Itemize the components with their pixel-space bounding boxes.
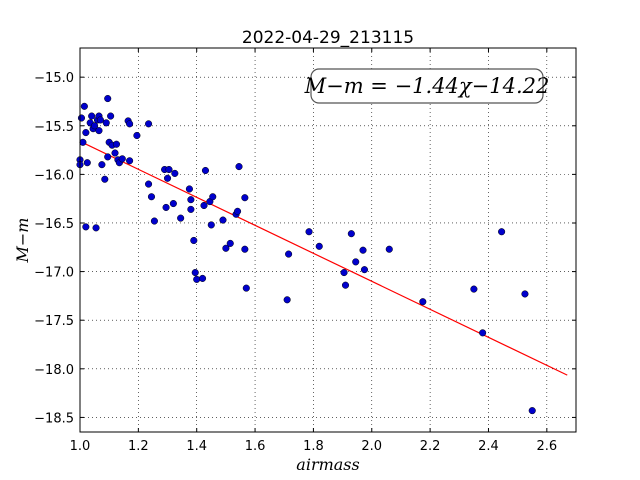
data-point — [187, 196, 195, 204]
fit-equation: M−m = −1.44χ−14.22 — [304, 74, 550, 98]
x-tick-label: 1.0 — [70, 439, 91, 454]
data-point — [169, 199, 177, 208]
y-tick-label: −18.0 — [34, 363, 74, 378]
data-point — [360, 266, 369, 274]
data-point — [340, 269, 348, 277]
data-point — [521, 290, 529, 298]
data-point — [190, 236, 198, 245]
data-point — [83, 159, 91, 167]
data-point — [150, 217, 158, 225]
y-tick-labels: −15.0 −15.5 −16.0 −16.5 −17.0 −17.5 −18.0 −18.5 — [34, 71, 74, 426]
x-tick-label: 1.2 — [128, 439, 149, 454]
data-point — [91, 122, 99, 130]
data-point — [528, 407, 536, 415]
data-point — [283, 296, 291, 304]
y-tick-label: −17.5 — [34, 314, 74, 329]
data-point — [111, 149, 119, 157]
x-tick-label: 2.0 — [361, 439, 382, 454]
data-point — [347, 230, 355, 238]
x-tick-label: 1.6 — [245, 439, 266, 454]
data-point — [82, 129, 90, 137]
data-point — [104, 153, 112, 161]
data-point — [102, 119, 110, 127]
data-point — [219, 216, 227, 224]
data-point — [385, 245, 393, 253]
y-tick-label: −16.5 — [34, 217, 74, 232]
data-point — [126, 157, 134, 165]
fit-line-group — [79, 140, 568, 376]
data-point — [359, 246, 367, 254]
fit-line — [79, 140, 568, 376]
chart-title: 2022-04-29_213115 — [242, 28, 414, 48]
data-point — [133, 131, 141, 140]
y-tick-label: −15.5 — [34, 120, 74, 135]
data-point — [479, 329, 487, 337]
y-tick-label: −16.0 — [34, 168, 74, 183]
data-point — [498, 228, 506, 236]
data-point — [222, 244, 230, 252]
data-point — [147, 193, 156, 201]
data-point — [163, 174, 172, 182]
data-point — [419, 298, 427, 306]
x-axis-label: airmass — [296, 455, 359, 474]
data-point — [77, 114, 86, 122]
data-point — [235, 163, 243, 171]
data-point — [96, 116, 104, 124]
fit-annotation: M−m = −1.44χ−14.22 — [304, 68, 550, 104]
data-point — [162, 203, 170, 211]
data-point — [88, 112, 96, 120]
data-point — [80, 102, 88, 110]
data-point — [242, 284, 250, 292]
data-point — [118, 155, 126, 163]
data-point — [198, 274, 207, 282]
y-tick-label: −17.0 — [34, 266, 74, 281]
data-point — [285, 250, 293, 258]
data-point — [200, 201, 208, 210]
annotation-box — [310, 68, 544, 104]
y-axis-label: M−m — [13, 218, 32, 264]
data-point — [234, 207, 242, 215]
y-tick-label: −18.5 — [34, 411, 74, 426]
data-point — [95, 127, 103, 135]
data-point — [352, 258, 360, 266]
data-point — [191, 269, 199, 277]
x-tick-label: 1.8 — [303, 439, 324, 454]
x-tick-label: 2.6 — [536, 439, 557, 454]
data-point — [193, 275, 201, 283]
data-point — [82, 223, 90, 231]
data-point — [226, 239, 234, 247]
data-point — [207, 221, 215, 229]
data-point — [145, 120, 153, 128]
x-tick-label: 2.4 — [478, 439, 499, 454]
data-point — [241, 194, 249, 202]
data-point — [112, 140, 121, 148]
data-point — [92, 224, 100, 232]
data-point — [126, 120, 134, 128]
axis-ticks — [79, 48, 576, 432]
data-point — [341, 281, 350, 289]
x-tick-labels: 1.0 1.2 1.4 1.6 1.8 2.0 2.2 2.4 2.6 — [70, 439, 558, 454]
x-tick-label: 1.4 — [186, 439, 207, 454]
data-point — [185, 185, 193, 193]
data-point — [145, 180, 153, 188]
data-point — [171, 169, 179, 177]
data-point — [315, 242, 323, 250]
data-point — [305, 228, 313, 236]
data-point — [165, 165, 173, 174]
data-point — [79, 138, 87, 146]
data-point — [201, 166, 210, 175]
data-point — [241, 245, 249, 253]
data-point — [98, 161, 106, 169]
data-point — [107, 112, 115, 120]
plot-frame — [79, 47, 577, 433]
data-point — [104, 95, 112, 103]
data-point — [101, 175, 109, 183]
data-point — [187, 205, 195, 213]
x-tick-label: 2.2 — [420, 439, 441, 454]
data-point — [470, 285, 478, 293]
y-tick-label: −15.0 — [34, 71, 74, 86]
data-point — [209, 193, 217, 201]
data-point — [177, 214, 185, 222]
